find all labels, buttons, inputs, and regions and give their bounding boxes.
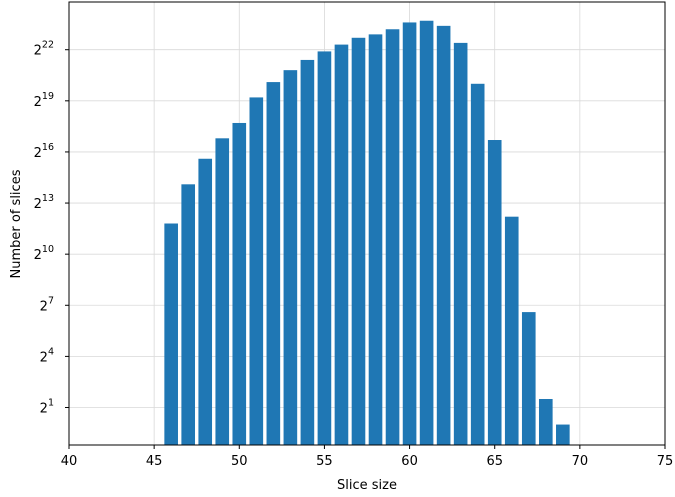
bar (215, 138, 230, 446)
y-tick-exponent: 1 (48, 398, 54, 409)
y-tick-base: 2 (40, 299, 48, 314)
bar (198, 158, 213, 445)
x-axis: 40 45 50 55 60 65 70 75 (61, 445, 674, 469)
bar (232, 122, 247, 445)
bar (334, 44, 349, 445)
y-tick-exponent: 22 (42, 40, 54, 51)
y-tick-exponent: 16 (42, 142, 54, 153)
y-tick-base: 2 (34, 95, 42, 110)
y-tick-label: 24 (40, 346, 54, 365)
y-tick-base: 2 (34, 146, 42, 161)
bar (470, 83, 485, 446)
y-tick-base: 2 (34, 44, 42, 59)
x-tick-label: 65 (486, 454, 503, 469)
y-tick-exponent: 4 (48, 346, 54, 357)
bar (181, 184, 196, 446)
bar (368, 34, 383, 445)
y-tick-label: 213 (34, 193, 54, 212)
bar (487, 140, 502, 445)
bar (300, 59, 315, 445)
y-tick-label: 21 (40, 398, 54, 417)
bar (266, 82, 281, 445)
bar (521, 312, 536, 445)
bar (453, 42, 468, 446)
x-tick-label: 60 (401, 454, 418, 469)
x-tick-label: 70 (572, 454, 589, 469)
bar (538, 398, 553, 445)
x-tick-label: 55 (316, 454, 333, 469)
y-tick-base: 2 (34, 248, 42, 263)
grid-lines (68, 2, 666, 445)
y-tick-label: 219 (34, 91, 54, 110)
bar (164, 223, 178, 445)
y-tick-exponent: 13 (42, 193, 54, 204)
y-tick-label: 210 (34, 244, 54, 263)
x-tick-label: 45 (146, 454, 163, 469)
y-tick-base: 2 (40, 402, 48, 417)
x-axis-label: Slice size (337, 478, 397, 493)
bar (504, 216, 519, 445)
y-tick-exponent: 19 (42, 91, 54, 102)
y-tick-base: 2 (34, 197, 42, 212)
y-axis-label: Number of slices (9, 169, 24, 278)
bar (385, 29, 400, 446)
bar (249, 97, 264, 446)
bars (164, 20, 570, 446)
bar (436, 25, 451, 445)
plot-frame (68, 1, 666, 446)
x-tick-label: 50 (231, 454, 248, 469)
y-tick-label: 216 (34, 142, 54, 161)
bar (317, 51, 332, 446)
y-tick-exponent: 10 (42, 244, 54, 255)
bar (351, 37, 366, 446)
bar (556, 424, 570, 445)
bar (283, 70, 298, 446)
x-tick-label: 40 (61, 454, 78, 469)
y-tick-base: 2 (40, 350, 48, 365)
bar (419, 20, 434, 445)
bar (402, 22, 417, 445)
y-tick-label: 222 (34, 40, 54, 59)
y-tick-exponent: 7 (48, 295, 54, 306)
y-tick-label: 27 (40, 295, 54, 314)
x-tick-label: 75 (657, 454, 674, 469)
